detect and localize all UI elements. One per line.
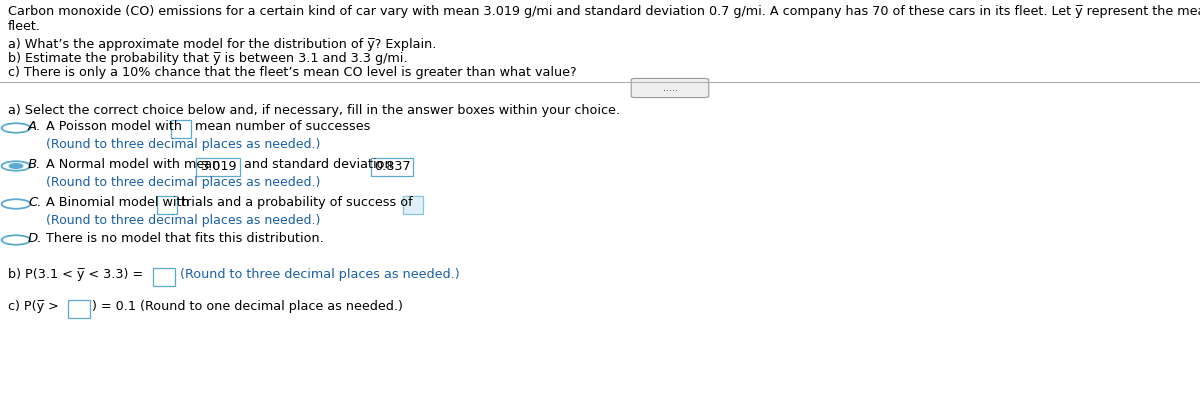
Text: There is no model that fits this distribution.: There is no model that fits this distrib… — [46, 232, 324, 245]
Text: A.: A. — [28, 120, 42, 133]
Text: 3.019: 3.019 — [199, 160, 236, 173]
Text: C.: C. — [28, 196, 42, 209]
Text: D.: D. — [28, 232, 42, 245]
Text: (Round to three decimal places as needed.): (Round to three decimal places as needed… — [46, 214, 320, 227]
Text: A Binomial model with: A Binomial model with — [46, 196, 190, 209]
Text: (Round to three decimal places as needed.): (Round to three decimal places as needed… — [180, 268, 460, 281]
Text: and standard deviation: and standard deviation — [244, 158, 392, 171]
FancyBboxPatch shape — [154, 268, 175, 286]
Text: fleet.: fleet. — [8, 20, 41, 33]
Circle shape — [10, 164, 23, 168]
Text: Carbon monoxide (CO) emissions for a certain kind of car vary with mean 3.019 g/: Carbon monoxide (CO) emissions for a cer… — [8, 5, 1200, 18]
Text: b) Estimate the probability that y̅ is between 3.1 and 3.3 g/mi.: b) Estimate the probability that y̅ is b… — [8, 52, 408, 65]
FancyBboxPatch shape — [403, 196, 424, 214]
Text: (Round to three decimal places as needed.): (Round to three decimal places as needed… — [46, 176, 320, 189]
Text: c) P(y̅ >: c) P(y̅ > — [8, 300, 59, 313]
FancyBboxPatch shape — [157, 196, 178, 214]
Text: ) = 0.1 (Round to one decimal place as needed.): ) = 0.1 (Round to one decimal place as n… — [92, 300, 403, 313]
Text: (Round to three decimal places as needed.): (Round to three decimal places as needed… — [46, 138, 320, 151]
Text: A Poisson model with: A Poisson model with — [46, 120, 182, 133]
Text: b) P(3.1 < y̅ < 3.3) =: b) P(3.1 < y̅ < 3.3) = — [8, 268, 143, 281]
Text: trials and a probability of success of: trials and a probability of success of — [181, 196, 413, 209]
FancyBboxPatch shape — [170, 120, 191, 138]
Text: mean number of successes: mean number of successes — [194, 120, 371, 133]
Text: B.: B. — [28, 158, 41, 171]
Text: A Normal model with mean: A Normal model with mean — [46, 158, 221, 171]
Text: 0.837: 0.837 — [373, 160, 410, 173]
Text: .....: ..... — [662, 83, 678, 93]
Text: a) Select the correct choice below and, if necessary, fill in the answer boxes w: a) Select the correct choice below and, … — [8, 104, 620, 117]
Text: c) There is only a 10% chance that the fleet’s mean CO level is greater than wha: c) There is only a 10% chance that the f… — [8, 66, 577, 79]
FancyBboxPatch shape — [196, 158, 240, 176]
Text: a) What’s the approximate model for the distribution of y̅? Explain.: a) What’s the approximate model for the … — [8, 38, 437, 51]
FancyBboxPatch shape — [631, 78, 709, 98]
FancyBboxPatch shape — [68, 300, 90, 318]
FancyBboxPatch shape — [371, 158, 413, 176]
